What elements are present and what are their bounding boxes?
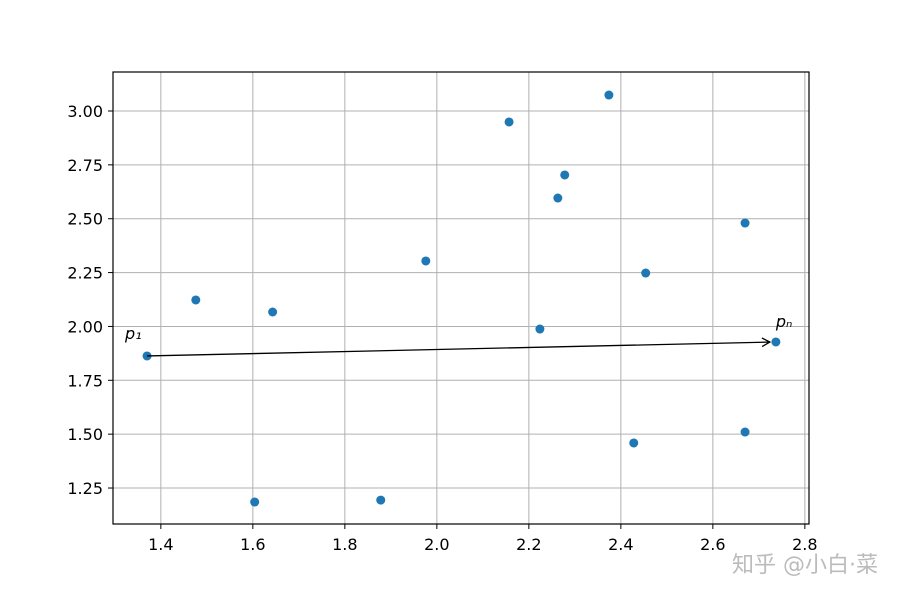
y-tick-label: 1.25: [67, 479, 103, 498]
scatter-point: [250, 497, 260, 507]
scatter-point: [191, 295, 201, 305]
scatter-point: [641, 268, 651, 278]
scatter-point: [421, 256, 431, 266]
y-tick-label: 1.50: [67, 425, 103, 444]
x-tick-label: 2.2: [516, 535, 541, 554]
scatter-point: [376, 495, 386, 505]
scatter-point: [771, 337, 781, 347]
x-tick-label: 1.8: [332, 535, 357, 554]
scatter-point: [553, 193, 563, 203]
x-tick-label: 1.4: [148, 535, 173, 554]
y-tick-label: 2.00: [67, 317, 103, 336]
y-tick-label: 3.00: [67, 102, 103, 121]
arrow: [147, 341, 770, 357]
annotation: p₁: [124, 324, 142, 343]
y-tick-label: 2.75: [67, 156, 103, 175]
x-tick-label: 1.6: [240, 535, 265, 554]
scatter-point: [740, 427, 750, 437]
x-tick-label: 2.0: [424, 535, 449, 554]
scatter-point: [740, 218, 750, 228]
scatter-point: [268, 307, 278, 317]
annotation: pₙ: [775, 312, 793, 331]
scatter-point: [604, 90, 614, 100]
x-tick-label: 2.4: [608, 535, 633, 554]
scatter-point: [504, 117, 514, 127]
arrow-head: [761, 337, 772, 348]
y-tick-label: 1.75: [67, 371, 103, 390]
scatter-point: [535, 324, 545, 334]
watermark: 知乎 @小白·菜: [732, 553, 878, 578]
scatter-point: [629, 438, 639, 448]
x-tick-label: 2.6: [700, 535, 725, 554]
x-tick-label: 2.8: [792, 535, 817, 554]
scatter-point: [560, 170, 570, 180]
y-tick-label: 2.25: [67, 264, 103, 283]
plot-frame: [112, 71, 810, 525]
y-tick-label: 2.50: [67, 210, 103, 229]
